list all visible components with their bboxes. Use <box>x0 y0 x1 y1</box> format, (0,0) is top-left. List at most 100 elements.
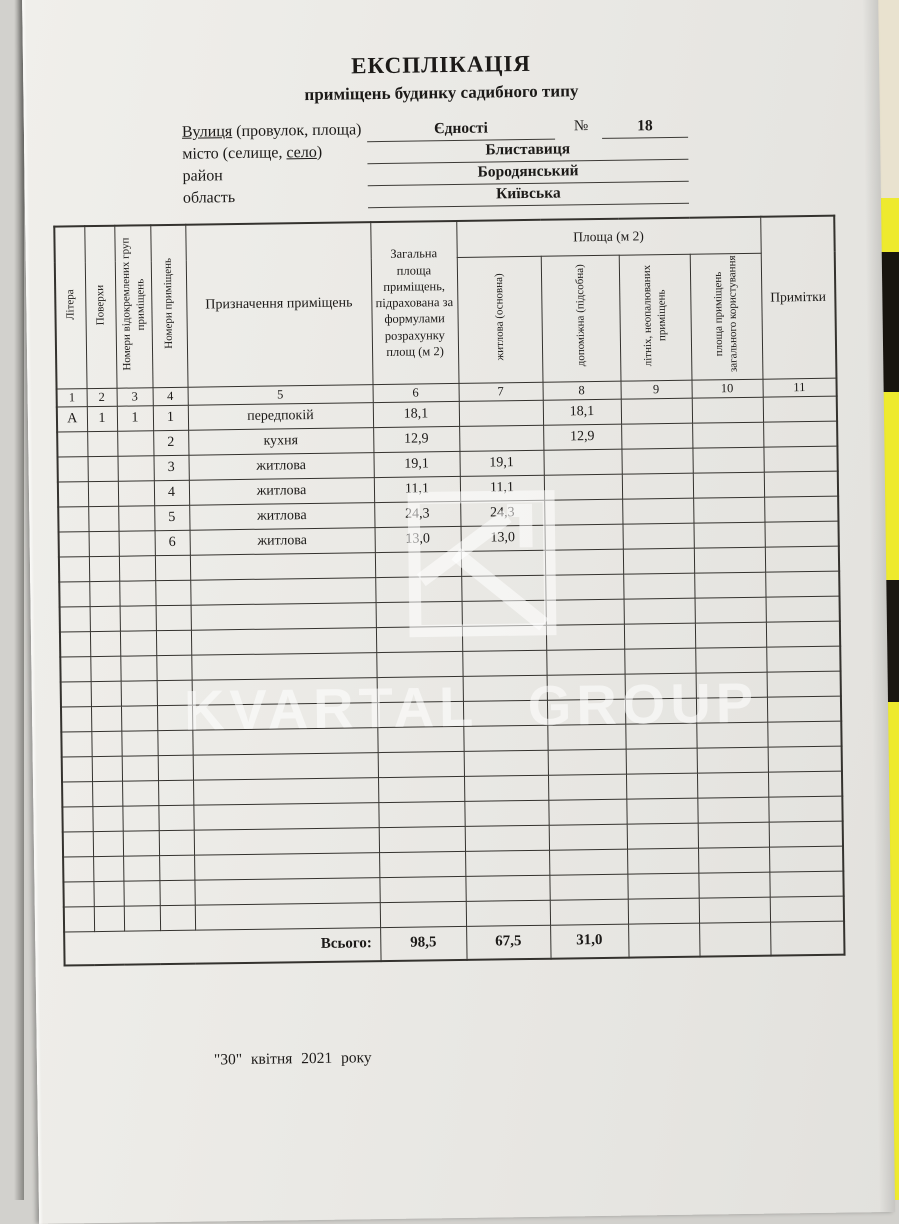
cell-num <box>155 579 191 606</box>
cell-litera <box>63 881 94 907</box>
cell-group <box>120 705 158 731</box>
cell-summer <box>624 672 696 699</box>
cell-common <box>691 396 764 423</box>
cell-notes <box>764 545 840 572</box>
cell-total <box>375 600 462 628</box>
cell-summer <box>624 697 697 724</box>
cell-floor <box>89 605 120 632</box>
cell-litera <box>59 606 90 632</box>
cell-living <box>465 874 550 901</box>
cell-purpose: житлова <box>189 527 375 555</box>
cell-floor <box>88 505 119 532</box>
cell-notes <box>769 845 844 872</box>
cell-aux <box>548 798 627 825</box>
document-title: ЕКСПЛІКАЦІЯ <box>350 50 532 79</box>
cell-purpose <box>191 652 377 680</box>
cell-summer <box>626 797 698 824</box>
cell-litera <box>61 731 92 757</box>
cell-group <box>119 605 156 631</box>
cell-common <box>696 746 769 773</box>
column-number: 2 <box>86 387 117 407</box>
city-label: місто (селище, село) <box>182 143 323 163</box>
cell-num: 3 <box>153 454 189 481</box>
cell-num <box>156 654 192 681</box>
cell-total <box>375 575 462 603</box>
cell-living <box>464 824 550 851</box>
cell-total: 13,0 <box>374 525 461 553</box>
cell-group <box>123 905 161 931</box>
cell-aux <box>547 723 626 750</box>
cell-purpose <box>191 677 377 705</box>
cell-common <box>693 496 765 523</box>
cell-num: 1 <box>152 404 189 431</box>
cell-summer <box>623 622 696 649</box>
document-subtitle: приміщень будинку садибного типу <box>304 81 579 105</box>
cell-litera <box>58 556 90 582</box>
cell-litera <box>57 456 88 482</box>
region-label: область <box>182 189 236 207</box>
cell-group <box>117 480 155 506</box>
cell-total <box>377 750 464 778</box>
cell-summer <box>624 647 696 674</box>
cell-common <box>697 821 770 848</box>
cell-notes <box>762 395 838 422</box>
cell-num <box>155 604 191 631</box>
column-number: 3 <box>116 387 153 406</box>
cell-num <box>159 879 195 906</box>
cell-living <box>461 599 546 626</box>
cell-summer <box>622 547 695 574</box>
cell-group <box>120 655 157 681</box>
cell-litera <box>61 756 93 782</box>
document-page: ЕКСПЛІКАЦІЯ приміщень будинку садибного … <box>22 0 896 1224</box>
cell-living <box>461 574 546 601</box>
cell-living <box>462 674 547 701</box>
cell-aux: 18,1 <box>542 398 622 425</box>
cell-common <box>693 521 765 548</box>
cell-total <box>376 700 464 728</box>
cell-litera <box>63 906 95 932</box>
header-purpose: Призначення приміщень <box>185 222 373 387</box>
cell-purpose <box>192 727 378 755</box>
cell-summer <box>622 522 694 549</box>
cell-num <box>158 804 194 831</box>
cell-purpose <box>190 627 377 655</box>
cell-floor <box>92 830 124 857</box>
cell-floor: 1 <box>86 405 118 432</box>
house-number-value: 18 <box>601 116 689 139</box>
cell-num <box>157 729 193 756</box>
cell-group <box>120 680 157 706</box>
cell-purpose: житлова <box>188 477 375 505</box>
cell-litera <box>60 706 92 732</box>
cell-aux <box>545 598 624 625</box>
cell-num <box>159 904 196 931</box>
cell-litera <box>62 806 93 832</box>
cell-floor <box>93 905 125 932</box>
city-value: Блиставиця <box>367 138 689 165</box>
header-litera: Літера <box>54 226 87 389</box>
cell-common <box>698 846 770 873</box>
cell-living: 19,1 <box>459 449 544 476</box>
cell-num <box>156 704 193 731</box>
cell-num <box>154 554 191 581</box>
cell-group <box>122 805 159 831</box>
cell-aux: 12,9 <box>543 423 622 450</box>
cell-summer <box>625 747 697 774</box>
header-floors: Поверхи <box>84 225 117 389</box>
cell-notes <box>764 520 839 547</box>
cell-total: 12,9 <box>373 425 460 453</box>
cell-total <box>377 725 464 753</box>
cell-notes <box>763 420 838 447</box>
header-common-area: площа приміщень загального користування <box>689 252 763 380</box>
cell-group <box>123 855 160 881</box>
header-auxiliary-area: допоміжна (підсобна) <box>540 254 621 382</box>
cell-litera <box>58 506 89 532</box>
cell-common <box>695 646 767 673</box>
cell-litera <box>59 581 90 607</box>
cell-aux <box>549 873 628 900</box>
cell-floor <box>87 455 118 482</box>
cell-purpose <box>193 827 380 855</box>
cell-floor <box>91 730 122 757</box>
column-number: 10 <box>691 378 763 398</box>
cell-purpose <box>194 902 381 930</box>
district-value: Бородянський <box>367 160 689 187</box>
